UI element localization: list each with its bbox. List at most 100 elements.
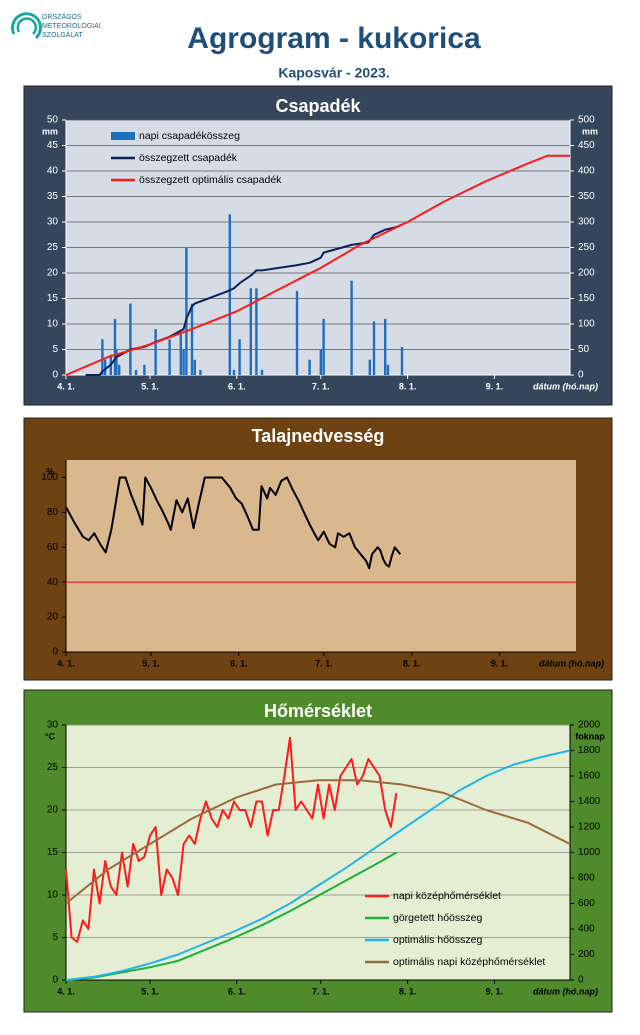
x-tick-label: 7. 1.	[315, 658, 333, 668]
page-title: Agrogram - kukorica	[187, 22, 481, 55]
bar	[101, 339, 104, 375]
bar	[386, 364, 390, 375]
legend-label: napi csapadékösszeg	[139, 130, 240, 142]
bar	[295, 290, 299, 375]
y-tick-label: 40	[47, 166, 59, 177]
plot-background	[66, 460, 576, 652]
y2-tick-label: 450	[578, 140, 595, 151]
x-axis-label: dátum (hó.nap)	[539, 658, 604, 668]
y-tick-label: 60	[47, 542, 59, 553]
y2-unit: foknap	[575, 731, 605, 741]
x-tick-label: 7. 1.	[312, 986, 330, 996]
y-tick-label: 25	[47, 242, 59, 253]
y2-tick-label: 300	[578, 217, 595, 228]
x-tick-label: 5. 1.	[141, 986, 159, 996]
y2-tick-label: 0	[578, 975, 584, 986]
y-tick-label: 15	[47, 847, 59, 858]
bar	[104, 359, 107, 375]
bar	[238, 339, 241, 375]
chart-panel: Csapadék05101520253035404550050100150200…	[23, 85, 613, 406]
chart-panel: Hőmérséklet 0 5 10 15 20 25 30 0 200 400 600 800 1000…	[23, 689, 613, 1013]
chart-title: Hőmérséklet	[264, 701, 372, 721]
y2-tick-label: 0	[578, 370, 584, 381]
y-tick-label: 20	[47, 805, 59, 816]
y2-tick-label: 2000	[578, 720, 601, 731]
bar	[199, 369, 202, 375]
line-series	[65, 154, 570, 376]
legend-label: görgetett hőösszeg	[393, 912, 482, 924]
bar	[168, 339, 171, 375]
bar	[179, 334, 182, 375]
bar	[319, 349, 322, 375]
x-tick-label: 5. 1.	[141, 381, 159, 391]
bar	[350, 280, 353, 375]
y-tick-label: 0	[52, 975, 58, 986]
line-series	[65, 779, 571, 905]
y2-tick-label: 250	[578, 242, 595, 253]
bar	[113, 318, 117, 375]
bar	[182, 349, 185, 375]
logo-text: SZOLGÁLAT	[42, 30, 83, 39]
x-tick-label: 8. 1.	[403, 658, 421, 668]
line-series	[65, 476, 402, 570]
y-tick-label: 50	[47, 115, 59, 126]
bar	[322, 318, 325, 375]
line-series	[65, 851, 397, 981]
line-series	[65, 749, 571, 981]
bar	[115, 349, 118, 375]
y2-tick-label: 350	[578, 191, 595, 202]
bar	[143, 364, 146, 375]
y2-tick-label: 200	[578, 949, 595, 960]
bar	[400, 346, 404, 375]
x-tick-label: 5. 1.	[142, 658, 160, 668]
x-axis-label: dátum (hó.nap)	[533, 986, 598, 996]
y-tick-label: 25	[47, 762, 59, 773]
x-tick-label: 9. 1.	[486, 381, 504, 391]
y-tick-label: 20	[47, 268, 59, 279]
y2-tick-label: 200	[578, 268, 595, 279]
x-tick-label: 9. 1.	[491, 658, 509, 668]
y2-tick-label: 50	[578, 344, 590, 355]
y2-tick-label: 600	[578, 898, 595, 909]
y2-tick-label: 1200	[578, 822, 601, 833]
y2-tick-label: 1000	[578, 847, 601, 858]
logo-arc	[11, 12, 42, 40]
x-tick-label: 6. 1.	[230, 658, 248, 668]
y-tick-label: 30	[47, 720, 59, 731]
page-subtitle: Kaposvár - 2023.	[278, 65, 389, 81]
x-tick-label: 8. 1.	[399, 986, 417, 996]
logo-arc	[16, 17, 38, 35]
y-tick-label: 15	[47, 293, 59, 304]
y2-tick-label: 1400	[578, 796, 601, 807]
y-unit: °C	[45, 731, 56, 741]
y2-tick-label: 400	[578, 166, 595, 177]
y2-tick-label: 150	[578, 293, 595, 304]
bar	[308, 359, 311, 375]
x-tick-label: 6. 1.	[228, 381, 246, 391]
x-tick-label: 4. 1.	[57, 658, 75, 668]
y2-tick-label: 400	[578, 924, 595, 935]
y-tick-label: 5	[52, 932, 58, 943]
logo: ORSZÁGOS METEOROLÓGIAI SZOLGÁLAT	[11, 12, 101, 40]
bar	[185, 247, 188, 375]
x-tick-label: 4. 1.	[57, 381, 75, 391]
bar	[134, 369, 138, 375]
y-tick-label: 5	[52, 344, 58, 355]
bar	[249, 288, 252, 375]
bar	[154, 329, 157, 375]
y-tick-label: 10	[47, 319, 59, 330]
bar	[368, 359, 371, 375]
bar	[255, 288, 258, 375]
y2-tick-label: 100	[578, 319, 595, 330]
y-tick-label: 0	[52, 647, 58, 658]
bar	[228, 214, 231, 375]
legend-label: összegzett csapadék	[139, 152, 238, 164]
legend-label: optimális napi középhőmérséklet	[393, 956, 545, 968]
y-tick-label: 0	[52, 370, 58, 381]
line-series	[65, 736, 398, 943]
x-tick-label: 8. 1.	[399, 381, 417, 391]
y-tick-label: 10	[47, 890, 59, 901]
bar	[372, 321, 376, 375]
